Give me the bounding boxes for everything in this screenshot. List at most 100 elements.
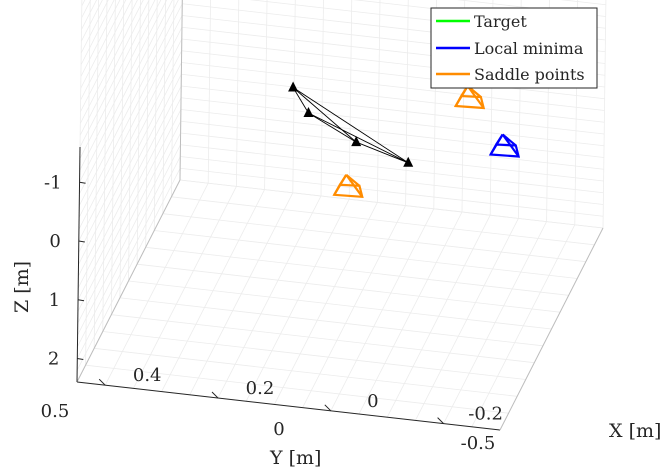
grid-line xyxy=(79,0,144,124)
z-tick-mark xyxy=(79,181,86,184)
anchor-link xyxy=(308,112,409,164)
y-axis-label: Y [m] xyxy=(269,447,321,469)
x-tick-label: -0.2 xyxy=(468,404,503,425)
grid-line xyxy=(602,0,607,229)
grid-line xyxy=(77,97,182,300)
grid-line xyxy=(77,109,182,312)
marker-local-minima xyxy=(488,133,521,158)
grid-line xyxy=(180,144,604,194)
marker-local-minima-edge xyxy=(501,133,520,158)
z-tick-label: 2 xyxy=(48,349,59,370)
grid-line xyxy=(320,0,324,197)
marker-saddle-points xyxy=(332,173,364,199)
grid-line xyxy=(79,0,150,136)
grid-line xyxy=(348,0,353,200)
grid-line xyxy=(111,314,535,364)
grid-line xyxy=(180,120,604,170)
grid-line xyxy=(102,0,108,332)
grid-line xyxy=(377,0,381,203)
z-axis-line xyxy=(76,146,81,383)
grid-line xyxy=(180,167,604,217)
grid-line xyxy=(119,0,125,298)
anchor-point xyxy=(303,106,314,117)
grid-line xyxy=(145,246,569,296)
grid-line xyxy=(171,0,175,197)
marker-local-minima-edge xyxy=(495,133,504,146)
grid-line xyxy=(181,73,605,123)
marker-local-minima-edge xyxy=(501,133,517,147)
grid-line xyxy=(292,0,296,193)
anchor-link xyxy=(292,87,357,143)
z-tick-mark xyxy=(77,358,84,360)
grid-line xyxy=(77,74,182,277)
grid-line xyxy=(78,62,182,265)
grid-line xyxy=(79,0,168,171)
anchor-point xyxy=(403,156,414,167)
grid-line xyxy=(79,0,162,159)
z-tick-label: -1 xyxy=(44,172,62,193)
grid-line xyxy=(236,0,240,187)
grid-line xyxy=(93,0,100,349)
grid-line xyxy=(181,62,605,111)
axis-frame xyxy=(76,0,604,431)
grid-line xyxy=(119,297,543,347)
x-tick-mark xyxy=(324,404,332,412)
anchor-link xyxy=(356,141,409,164)
grid-line xyxy=(264,0,268,190)
grid-line xyxy=(207,0,211,184)
marker-saddle-points-edge xyxy=(345,173,361,187)
anchor-point xyxy=(351,136,362,147)
grid-line xyxy=(85,364,509,414)
y-tick-label: 0 xyxy=(273,419,284,440)
grid-line xyxy=(78,15,183,218)
grid-line xyxy=(78,27,183,230)
grid-line xyxy=(80,0,133,101)
grid-line xyxy=(78,38,183,242)
z-tick-label: 1 xyxy=(49,290,60,311)
chart-marks xyxy=(288,81,521,199)
anchor-point xyxy=(288,81,299,92)
grid-line xyxy=(128,0,133,282)
grid-line xyxy=(81,0,97,30)
x-tick-mark xyxy=(98,378,106,386)
anchor-network xyxy=(288,81,414,167)
floor-edge xyxy=(76,179,181,383)
grid-line xyxy=(77,85,182,289)
grid-line xyxy=(77,121,182,324)
grid-line xyxy=(80,0,115,65)
x-tick-label: 0 xyxy=(367,391,378,412)
grid-line xyxy=(80,0,103,42)
x-axis-label: X [m] xyxy=(609,420,661,442)
anchor-link xyxy=(292,87,409,164)
grid-line xyxy=(154,230,578,279)
x-tick-label: 0.4 xyxy=(133,365,162,386)
legend-label-local-minima: Local minima xyxy=(474,39,584,58)
grid-line xyxy=(78,3,183,206)
grid-line xyxy=(80,0,127,89)
legend-label-saddle-points: Saddle points xyxy=(474,65,585,84)
grid-line xyxy=(102,331,526,380)
grid-line xyxy=(79,0,173,183)
grid-line xyxy=(153,0,158,231)
marker-saddle-points-edge xyxy=(345,174,364,198)
grid-line xyxy=(137,263,561,313)
wall-edge xyxy=(179,0,183,181)
y-tick-label: -0.5 xyxy=(461,433,496,454)
x-tick-mark xyxy=(437,417,444,424)
grid-line xyxy=(110,0,116,315)
grid-line xyxy=(94,347,518,397)
grid-line xyxy=(180,132,604,182)
grid-line xyxy=(77,144,181,347)
grid-line xyxy=(181,50,605,100)
grid-line xyxy=(145,0,150,248)
floor-edge xyxy=(499,227,604,431)
grid-line xyxy=(79,0,156,148)
grid xyxy=(76,0,607,431)
legend-label-target: Target xyxy=(474,12,527,31)
grid-line xyxy=(78,50,183,253)
z-axis-label: Z [m] xyxy=(11,261,33,313)
grid-line xyxy=(179,179,604,229)
z-tick-mark xyxy=(78,240,85,243)
marker-saddle-points xyxy=(453,85,486,110)
